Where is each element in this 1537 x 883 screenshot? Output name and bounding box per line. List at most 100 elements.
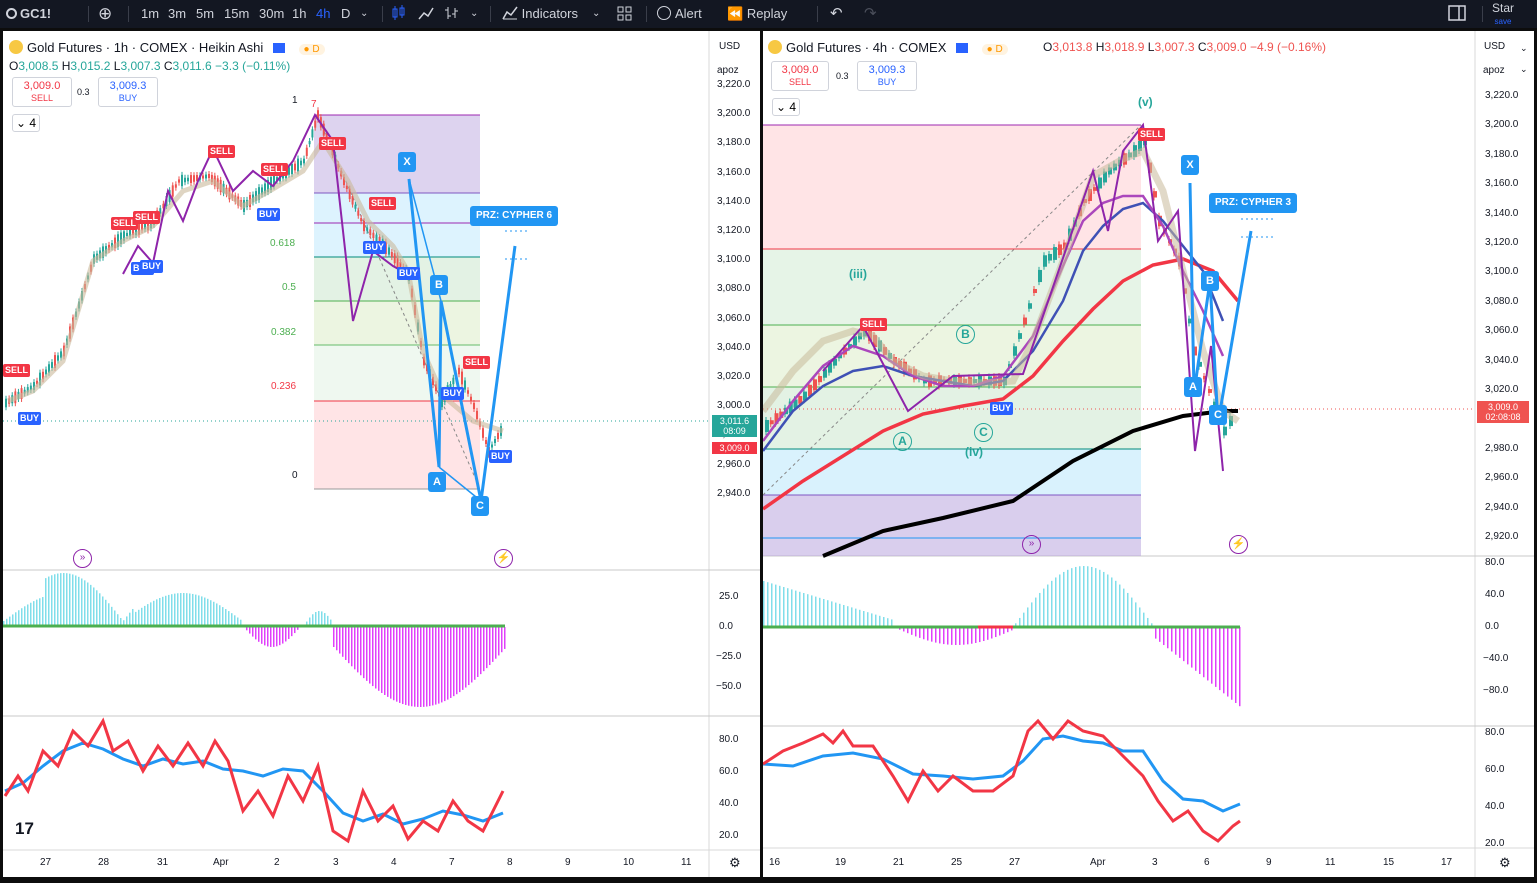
indicators-button[interactable]: Indicators <box>502 0 578 28</box>
chart-1h-canvas[interactable] <box>3 31 760 877</box>
undo-icon[interactable]: ↶ <box>830 5 843 22</box>
chevron-down-icon[interactable]: ⌄ <box>1520 43 1528 53</box>
price-axis-label: 3,100.0 <box>1485 266 1519 278</box>
time-axis-label: 11 <box>1325 857 1336 868</box>
price-axis-label: 3,160.0 <box>717 166 751 178</box>
redo-icon[interactable]: ↷ <box>864 5 877 22</box>
histogram-bar <box>1131 597 1133 626</box>
histogram-bar <box>1211 627 1213 684</box>
histogram-bar <box>787 588 789 626</box>
currency-selector[interactable]: USD <box>1484 41 1506 52</box>
lightning-icon[interactable]: ⚡ <box>1229 535 1248 554</box>
candle-body <box>1198 361 1202 367</box>
chevron-down-icon[interactable]: ⌄ <box>360 8 369 19</box>
candle-body <box>144 221 146 230</box>
scale-mode[interactable]: apoz <box>1483 65 1505 76</box>
histogram-bar <box>156 599 158 626</box>
sell-button-4h[interactable]: 3,009.0 SELL <box>771 61 829 91</box>
candle-body <box>449 384 452 388</box>
histogram-bar <box>991 627 993 639</box>
rsi-line-red <box>3 717 505 844</box>
price-axis-label: 3,020.0 <box>1485 384 1519 395</box>
last-price-tag: 3,009.0 02:08:08 <box>1477 401 1529 423</box>
price-axis-label: 2,960.0 <box>1485 472 1519 484</box>
osc-axis-label: −80.0 <box>1483 685 1509 696</box>
wave-label-c: C <box>974 423 993 442</box>
histogram-bar <box>1147 617 1149 626</box>
compare-icon[interactable] <box>418 0 434 28</box>
panel-toggle-icon[interactable] <box>1448 0 1466 28</box>
buy-button-4h[interactable]: 3,009.3 BUY <box>857 61 917 91</box>
fib-label-0236: 0.236 <box>271 381 297 392</box>
add-symbol-icon[interactable]: ⊕ <box>98 4 113 23</box>
histogram-bar <box>390 627 392 699</box>
candles-icon[interactable] <box>392 0 406 28</box>
chart-panel-4h[interactable]: Gold Futures · 4h · COMEX ● D O3,013.8 H… <box>763 31 1534 877</box>
chevron-down-icon[interactable]: ⌄ <box>592 8 601 19</box>
candle-body <box>441 394 443 408</box>
rsi-line-red <box>763 718 1241 843</box>
rewind-icon: ⏪ <box>727 6 744 21</box>
histogram-bar <box>147 604 149 626</box>
alert-button[interactable]: Alert <box>657 0 702 28</box>
chart-4h-title[interactable]: Gold Futures · 4h · COMEX ● D <box>768 40 1008 55</box>
star-label: Star <box>1492 1 1515 15</box>
gold-coin-icon <box>768 40 782 54</box>
time-axis-label: 15 <box>1383 857 1395 868</box>
histogram-bar <box>309 617 311 626</box>
osc-axis-label: 80.0 <box>1485 557 1505 568</box>
currency-selector[interactable]: USD <box>719 41 741 52</box>
histogram-bar <box>795 590 797 626</box>
layers-toggle-1h[interactable]: ⌄ 4 <box>12 114 40 132</box>
histogram-bar <box>111 606 113 626</box>
settings-gear-icon[interactable]: ⚙ <box>729 855 741 870</box>
bar-type-icon[interactable] <box>444 0 460 28</box>
candle-body <box>372 232 375 239</box>
lightning-icon[interactable]: ⚡ <box>494 549 513 568</box>
buy-signal: BUY <box>363 241 387 254</box>
histogram-bar <box>384 627 386 695</box>
interval-3m[interactable]: 3m <box>168 6 187 21</box>
chart-4h-canvas[interactable] <box>763 31 1534 877</box>
candle-body <box>1203 375 1207 380</box>
histogram-bar <box>843 605 845 626</box>
scale-mode[interactable]: apoz <box>717 65 739 76</box>
histogram-bar <box>108 603 110 626</box>
interval-4h[interactable]: 4h <box>316 6 331 21</box>
replay-marker-icon[interactable]: » <box>73 549 92 568</box>
candle-body <box>184 177 186 183</box>
data-badge: ● D <box>298 44 325 55</box>
interval-1m[interactable]: 1m <box>141 6 160 21</box>
replay-button[interactable]: ⏪ Replay <box>727 0 787 28</box>
candle-body <box>823 369 827 378</box>
sell-button-1h[interactable]: 3,009.0 SELL <box>12 77 72 107</box>
chevron-down-icon[interactable]: ⌄ <box>470 8 479 19</box>
candle-body <box>132 228 134 235</box>
time-axis-label: 2 <box>274 857 280 868</box>
histogram-bar <box>432 627 434 706</box>
histogram-bar <box>963 627 965 645</box>
layers-toggle-4h[interactable]: ⌄ 4 <box>772 98 800 116</box>
histogram-bar <box>501 627 503 653</box>
chart-panel-1h[interactable]: Gold Futures · 1h · COMEX · Heikin Ashi … <box>3 31 760 877</box>
candle-body <box>345 185 348 190</box>
candle-body <box>111 243 113 248</box>
interval-5m[interactable]: 5m <box>196 6 215 21</box>
chart-1h-title[interactable]: Gold Futures · 1h · COMEX · Heikin Ashi … <box>9 40 325 55</box>
candle-body <box>294 163 296 171</box>
interval-30m[interactable]: 30m <box>259 6 285 21</box>
layouts-icon[interactable] <box>617 0 632 28</box>
star-button[interactable]: Star save <box>1492 1 1514 29</box>
histogram-bar <box>141 607 143 626</box>
interval-d[interactable]: D <box>341 6 351 21</box>
settings-gear-icon[interactable]: ⚙ <box>1499 855 1511 870</box>
replay-marker-icon[interactable]: » <box>1022 535 1041 554</box>
candle-body <box>1018 333 1022 339</box>
chevron-down-icon[interactable]: ⌄ <box>1520 64 1528 74</box>
interval-1h[interactable]: 1h <box>292 6 307 21</box>
symbol-search[interactable]: GC1! <box>6 0 51 28</box>
interval-15m[interactable]: 15m <box>224 6 250 21</box>
histogram-bar <box>45 578 47 626</box>
histogram-bar <box>429 627 431 707</box>
buy-button-1h[interactable]: 3,009.3 BUY <box>98 77 158 107</box>
